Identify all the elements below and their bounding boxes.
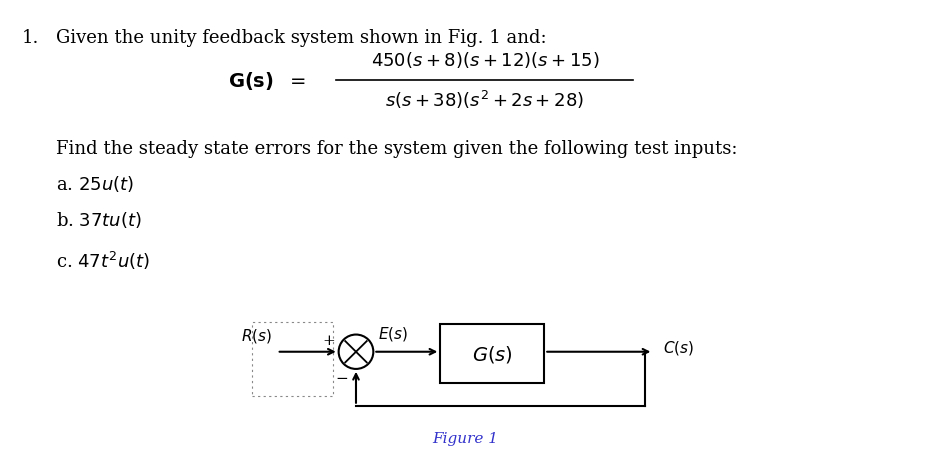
Text: b. $37tu(t)$: b. $37tu(t)$ bbox=[56, 210, 142, 230]
Text: 1.: 1. bbox=[22, 28, 39, 47]
Text: $G(s)$: $G(s)$ bbox=[472, 343, 513, 364]
Text: $C(s)$: $C(s)$ bbox=[664, 338, 694, 356]
Text: $450(s + 8)(s + 12)(s + 15)$: $450(s + 8)(s + 12)(s + 15)$ bbox=[371, 50, 599, 70]
Text: $R(s)$: $R(s)$ bbox=[240, 326, 272, 344]
Text: a. $25u(t)$: a. $25u(t)$ bbox=[56, 174, 133, 194]
Bar bbox=[440, 325, 544, 383]
Text: $s(s + 38)(s^2 + 2s + 28)$: $s(s + 38)(s^2 + 2s + 28)$ bbox=[385, 89, 584, 111]
Text: $E(s)$: $E(s)$ bbox=[378, 324, 408, 342]
Text: Figure 1: Figure 1 bbox=[432, 431, 498, 445]
Text: Find the steady state errors for the system given the following test inputs:: Find the steady state errors for the sys… bbox=[56, 140, 737, 157]
Text: $\mathbf{G(s)}$  $=$: $\mathbf{G(s)}$ $=$ bbox=[228, 70, 307, 91]
Text: Given the unity feedback system shown in Fig. 1 and:: Given the unity feedback system shown in… bbox=[56, 28, 546, 47]
Bar bbox=[252, 323, 334, 396]
Text: −: − bbox=[336, 371, 348, 385]
Text: c. $47t^2u(t)$: c. $47t^2u(t)$ bbox=[56, 249, 150, 271]
Text: +: + bbox=[322, 333, 335, 347]
